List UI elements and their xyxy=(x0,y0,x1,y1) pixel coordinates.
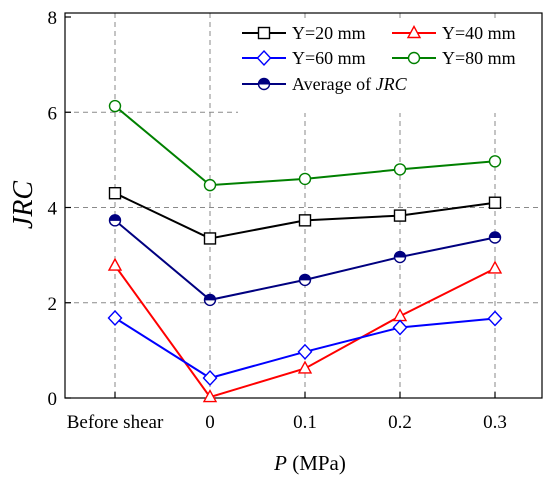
data-point-square xyxy=(108,187,122,200)
legend: Y=20 mm Y=40 mm Y=60 mm Y=80 mm Average of J… xyxy=(238,18,538,113)
legend-label-part: Average of xyxy=(292,74,376,94)
x-tick-label: 0.2 xyxy=(388,412,412,433)
plot-area-frame xyxy=(64,12,543,399)
data-point-triangle xyxy=(202,389,218,403)
legend-label-italic: JRC xyxy=(376,74,408,94)
data-point-square xyxy=(203,232,217,245)
data-point-square xyxy=(393,209,407,222)
data-point-circle xyxy=(108,99,122,113)
data-point-circle xyxy=(298,172,312,186)
legend-label: Average of JRC xyxy=(292,74,408,94)
x-axis-variable: P xyxy=(273,451,287,475)
x-tick-label: 0 xyxy=(205,412,215,433)
legend-entry: Y=40 mm xyxy=(392,23,516,43)
data-point-circle xyxy=(407,51,421,65)
data-point-triangle xyxy=(297,360,313,374)
data-point-circle xyxy=(393,163,407,176)
data-point-diamond xyxy=(297,343,313,360)
data-point-square xyxy=(488,196,502,209)
half-circle-fill xyxy=(203,293,217,301)
x-tick-label: 0.3 xyxy=(483,412,507,433)
data-point-diamond xyxy=(487,310,503,327)
data-point-triangle xyxy=(107,257,123,271)
half-circle-fill xyxy=(393,251,407,258)
data-point-square xyxy=(257,26,271,40)
half-circle-fill xyxy=(298,273,312,281)
y-tick-label: 2 xyxy=(48,294,58,315)
data-point-diamond xyxy=(107,309,123,327)
series-3 xyxy=(108,99,502,192)
data-point-diamond xyxy=(202,369,218,387)
legend-entry: Average of JRC xyxy=(242,74,408,94)
data-point-circle xyxy=(203,178,217,192)
x-axis-unit: (MPa) xyxy=(287,451,346,475)
series-layer xyxy=(107,99,503,403)
data-point-triangle xyxy=(487,260,503,274)
data-point-diamond xyxy=(392,319,408,336)
legend-entry: Y=20 mm xyxy=(242,23,366,43)
series-0 xyxy=(108,187,502,245)
data-point-square xyxy=(298,214,312,227)
data-point-half-circle xyxy=(257,77,271,91)
x-tick-label: 0.1 xyxy=(293,412,317,433)
data-point-diamond xyxy=(256,49,272,67)
legend-label: Y=20 mm xyxy=(292,23,366,43)
y-tick-label: 4 xyxy=(48,199,58,220)
legend-label: Y=60 mm xyxy=(292,48,366,68)
y-tick-label: 8 xyxy=(48,8,58,29)
data-point-half-circle xyxy=(488,231,502,244)
x-axis-title: P (MPa) xyxy=(273,451,346,475)
series-2 xyxy=(107,309,503,387)
half-circle-fill xyxy=(257,78,271,85)
half-circle-fill xyxy=(488,231,502,239)
series-1 xyxy=(107,257,503,403)
y-tick-label: 0 xyxy=(48,389,58,410)
legend-entry: Y=60 mm xyxy=(242,48,366,68)
x-tick-label: Before shear xyxy=(67,412,164,433)
data-point-triangle xyxy=(406,25,422,39)
legend-label: Y=40 mm xyxy=(442,23,516,43)
axis-ticks: 0 2 4 6 8 Before shear 0 0.1 0.2 0.3 xyxy=(48,8,507,433)
legend-background xyxy=(238,18,538,113)
data-point-half-circle xyxy=(108,214,122,227)
legend-label: Y=80 mm xyxy=(442,48,516,68)
data-point-half-circle xyxy=(298,273,312,287)
data-point-half-circle xyxy=(393,250,407,264)
series-4 xyxy=(108,214,502,307)
y-tick-label: 6 xyxy=(48,103,58,124)
y-axis-title: JRC xyxy=(8,181,39,230)
legend-entry: Y=80 mm xyxy=(392,48,516,68)
data-point-half-circle xyxy=(203,293,217,307)
data-point-circle xyxy=(488,155,502,168)
half-circle-fill xyxy=(108,214,122,221)
